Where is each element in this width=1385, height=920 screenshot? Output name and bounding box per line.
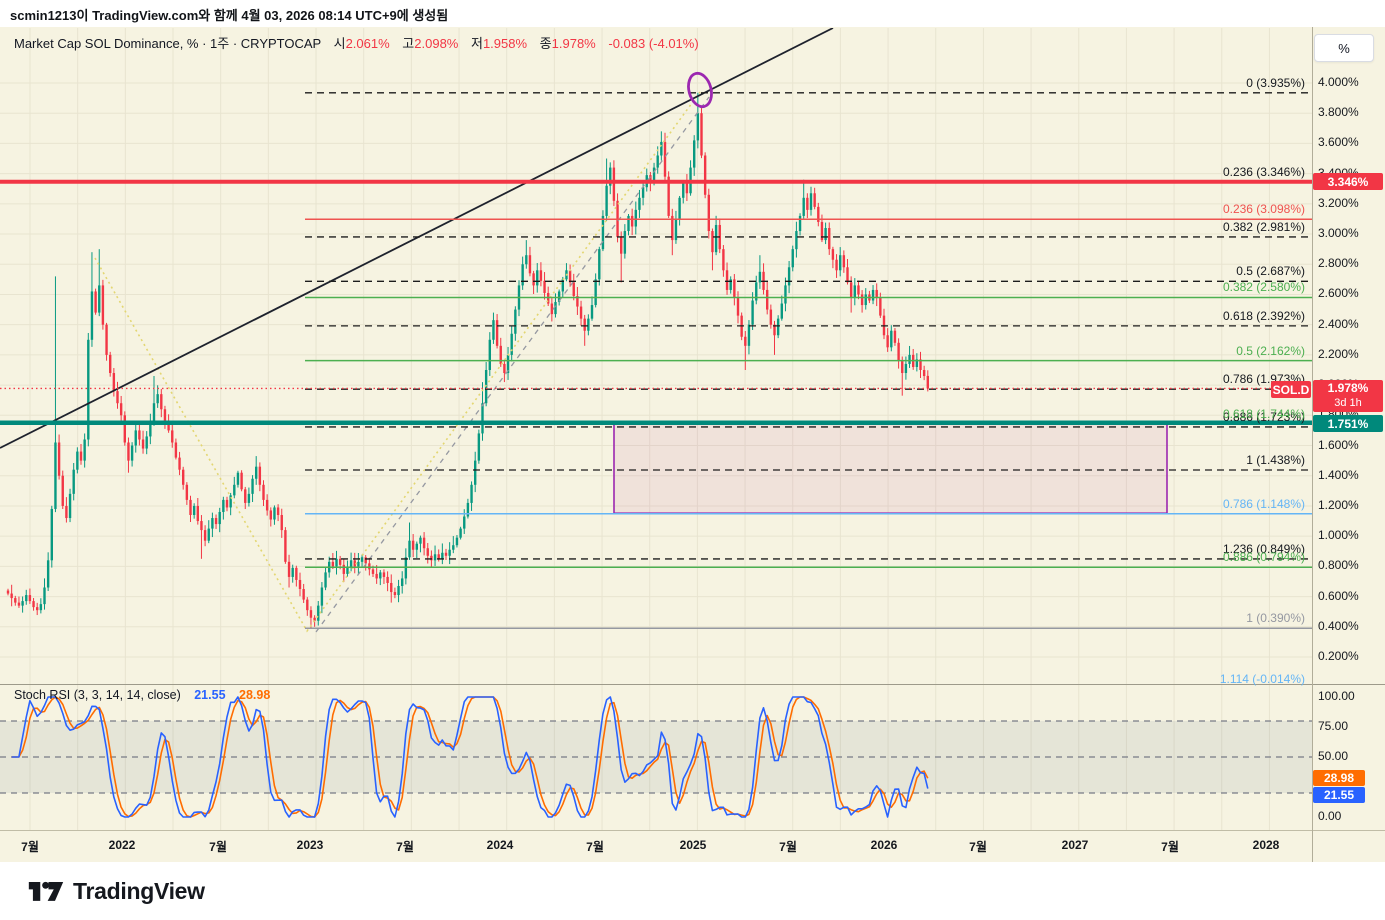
stoch-k-value: 21.55: [194, 688, 226, 702]
attribution-bar: scmin1213이 TradingView.com와 함께 4월 03, 20…: [0, 0, 1385, 27]
price-level-badge-teal: 1.751%: [1313, 415, 1383, 432]
legend-change: -0.083 (-4.01%): [608, 36, 699, 51]
legend-title[interactable]: Market Cap SOL Dominance, % · 1주 · CRYPT…: [14, 36, 321, 51]
attribution-text: scmin1213이 TradingView.com와 함께 4월 03, 20…: [10, 8, 449, 23]
tradingview-logo-icon[interactable]: [28, 876, 64, 906]
legend-low: 저1.958%: [470, 36, 528, 51]
symbol-badge-sold: SOL.D: [1271, 381, 1311, 398]
percent-scale-button[interactable]: %: [1314, 34, 1374, 62]
current-price-badge: 1.978% 3d 1h: [1313, 380, 1383, 412]
stoch-k-badge: 21.55: [1313, 787, 1365, 803]
legend-close: 종1.978%: [539, 36, 596, 51]
price-level-badge-red: 3.346%: [1313, 173, 1383, 190]
symbol-legend[interactable]: Market Cap SOL Dominance, % · 1주 · CRYPT…: [14, 33, 699, 52]
tradingview-wordmark[interactable]: TradingView: [73, 877, 205, 904]
stoch-rsi-title[interactable]: Stoch RSI (3, 3, 14, 14, close): [14, 688, 181, 702]
legend-open: 시2.061%: [333, 36, 390, 51]
stoch-d-value: 28.98: [239, 688, 271, 702]
stoch-rsi-legend[interactable]: Stoch RSI (3, 3, 14, 14, close) 21.55 28…: [14, 688, 270, 702]
countdown-timer: 3d 1h: [1334, 397, 1362, 409]
legend-high: 고2.098%: [402, 36, 459, 51]
footer: TradingView: [0, 862, 1385, 920]
stoch-d-badge: 28.98: [1313, 770, 1365, 786]
